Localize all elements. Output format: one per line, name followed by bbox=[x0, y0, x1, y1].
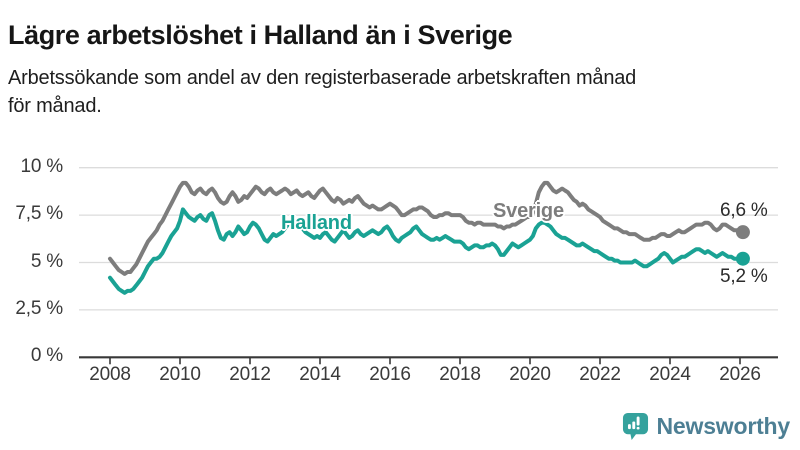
x-axis-label: 2008 bbox=[89, 364, 131, 385]
y-axis-label: 10 % bbox=[20, 155, 63, 177]
newsworthy-logo[interactable]: Newsworthy bbox=[622, 412, 790, 440]
end-dot-halland bbox=[735, 251, 750, 266]
chart-subtitle-line-2: för månad. bbox=[8, 95, 102, 117]
x-axis-label: 2024 bbox=[649, 364, 691, 385]
x-axis-label: 2020 bbox=[509, 364, 551, 385]
end-dot-sverige bbox=[735, 225, 750, 240]
y-axis-label: 5 % bbox=[30, 250, 63, 272]
end-value-label-sverige: 6,6 % bbox=[720, 200, 768, 221]
y-axis-label: 2,5 % bbox=[15, 297, 63, 319]
series-label-sverige: Sverige bbox=[493, 200, 564, 222]
series-label-halland: Halland bbox=[281, 212, 352, 234]
y-axis-label: 0 % bbox=[30, 345, 63, 367]
chart-subtitle-line-1: Arbetssökande som andel av den registerb… bbox=[8, 67, 637, 89]
newsworthy-chart-bubble-icon bbox=[622, 412, 649, 440]
y-axis-label: 7,5 % bbox=[15, 203, 63, 225]
end-value-label-halland: 5,2 % bbox=[720, 266, 768, 287]
newsworthy-logo-text: Newsworthy bbox=[656, 412, 791, 439]
x-axis-label: 2012 bbox=[229, 364, 271, 385]
x-axis-label: 2010 bbox=[159, 364, 201, 385]
series-line-sverige bbox=[108, 180, 745, 276]
x-axis-label: 2026 bbox=[719, 364, 761, 385]
x-axis-label: 2016 bbox=[369, 364, 411, 385]
x-axis-label: 2014 bbox=[299, 364, 341, 385]
series-line-halland bbox=[108, 207, 745, 295]
x-axis-label: 2022 bbox=[579, 364, 621, 385]
page-title: Lägre arbetslöshet i Halland än i Sverig… bbox=[8, 20, 513, 51]
x-axis-label: 2018 bbox=[439, 364, 481, 385]
chart-subtitle: Arbetssökande som andel av den registerb… bbox=[8, 64, 788, 120]
